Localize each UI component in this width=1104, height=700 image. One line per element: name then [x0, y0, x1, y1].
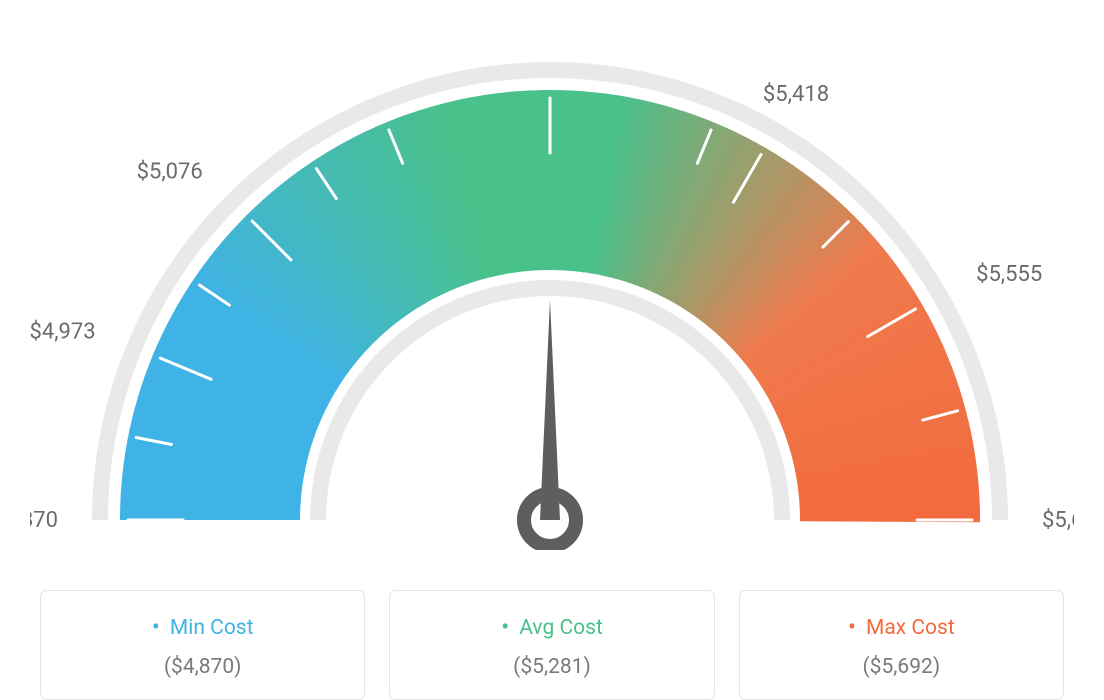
svg-text:$5,076: $5,076 [137, 159, 203, 184]
card-avg-cost: Avg Cost ($5,281) [389, 590, 714, 700]
svg-text:$5,281: $5,281 [517, 40, 583, 41]
svg-text:$5,418: $5,418 [763, 82, 829, 107]
gauge-chart: $4,870 $4,973 $5,076 $5,281 $5,418 $5,555 $5,6… [30, 40, 1074, 550]
summary-cards: Min Cost ($4,870) Avg Cost ($5,281) Max … [30, 590, 1074, 700]
max-cost-title: Max Cost [750, 613, 1053, 641]
avg-cost-value: ($5,281) [400, 655, 703, 679]
card-min-cost: Min Cost ($4,870) [40, 590, 365, 700]
card-max-cost: Max Cost ($5,692) [739, 590, 1064, 700]
svg-text:$5,555: $5,555 [976, 262, 1042, 287]
min-cost-value: ($4,870) [51, 655, 354, 679]
avg-cost-title: Avg Cost [400, 613, 703, 641]
svg-text:$5,692: $5,692 [1042, 508, 1074, 533]
svg-text:$4,973: $4,973 [30, 319, 96, 344]
gauge-svg: $4,870 $4,973 $5,076 $5,281 $5,418 $5,555 $5,6… [30, 40, 1074, 550]
min-cost-title: Min Cost [51, 613, 354, 641]
svg-text:$4,870: $4,870 [30, 508, 58, 533]
max-cost-value: ($5,692) [750, 655, 1053, 679]
